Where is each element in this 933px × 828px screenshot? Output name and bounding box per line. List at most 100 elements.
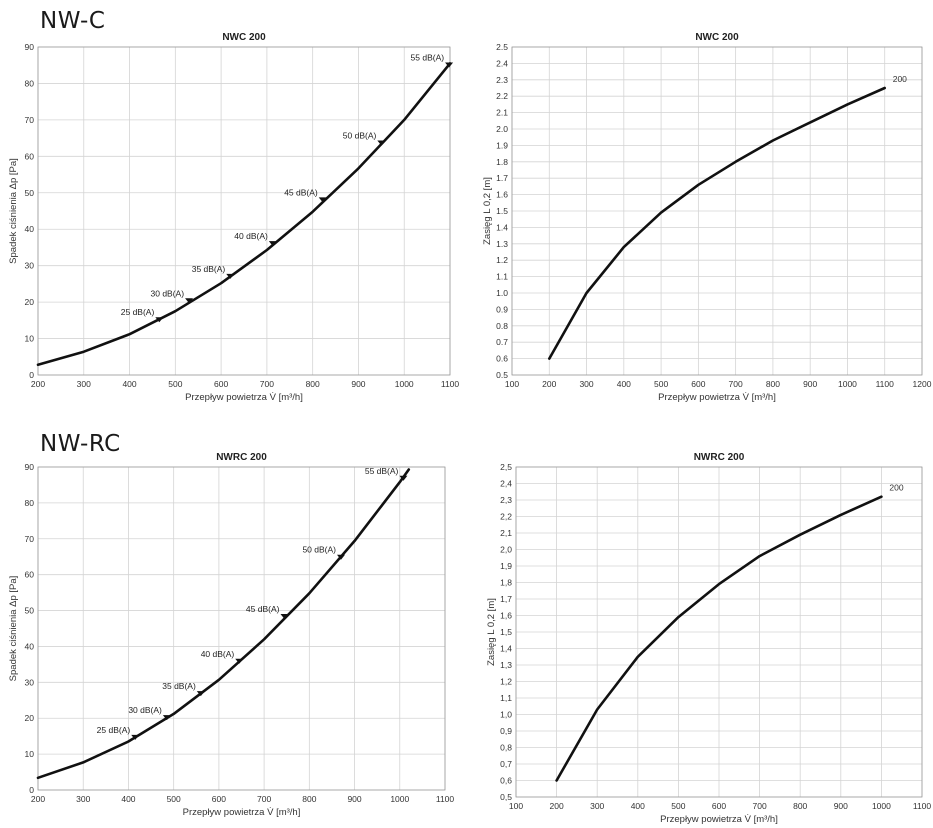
data-point — [196, 691, 205, 697]
x-tick-label: 1000 — [838, 379, 857, 389]
y-tick-label: 10 — [25, 334, 35, 344]
data-point — [185, 298, 194, 304]
y-tick-label: 2.4 — [496, 58, 508, 68]
chart-title: NWC 200 — [695, 32, 739, 43]
chart-title: NWRC 200 — [694, 452, 745, 463]
x-tick-label: 500 — [168, 379, 182, 389]
plot-frame — [515, 466, 923, 798]
x-tick-label: 300 — [590, 801, 604, 811]
data-point — [377, 140, 386, 146]
y-tick-label: 1,0 — [500, 710, 512, 720]
x-tick-label: 200 — [542, 379, 556, 389]
y-tick-label: 2.3 — [496, 75, 508, 85]
chart-3: 200 300 400 500 600 700 800 900 1000 1100 0 10 20 30 4… — [8, 452, 454, 818]
y-tick-label: 1.0 — [496, 288, 508, 298]
y-axis-label: Spadek ciśnienia Δp [Pa] — [8, 158, 19, 264]
x-tick-label: 500 — [671, 801, 685, 811]
y-tick-label: 1.9 — [496, 140, 508, 150]
x-axis-label: Przepływ powietrza V̇ [m³/h] — [185, 392, 303, 403]
y-tick-label: 60 — [25, 570, 35, 580]
data-label: 35 dB(A) — [162, 681, 196, 691]
x-tick-label: 800 — [766, 379, 780, 389]
y-tick-label: 2.5 — [496, 42, 508, 52]
y-tick-label: 0.6 — [496, 354, 508, 364]
y-tick-label: 1,9 — [500, 561, 512, 571]
x-axis-label: Przepływ powietrza V̇ [m³/h] — [183, 807, 301, 818]
section-title-nw-c: NW-C — [40, 8, 106, 34]
y-tick-label: 0.9 — [496, 304, 508, 314]
data-point — [162, 715, 171, 721]
y-tick-label: 0,7 — [500, 759, 512, 769]
y-tick-label: 2.2 — [496, 91, 508, 101]
y-tick-label: 80 — [25, 498, 35, 508]
y-axis-label: Spadek ciśnienia Δp [Pa] — [8, 576, 19, 682]
data-label: 30 dB(A) — [128, 705, 162, 715]
y-tick-label: 1,2 — [500, 677, 512, 687]
y-tick-label: 2,3 — [500, 495, 512, 505]
x-tick-label: 800 — [793, 801, 807, 811]
data-point — [226, 273, 235, 279]
x-tick-label: 600 — [691, 379, 705, 389]
y-tick-label: 20 — [25, 297, 35, 307]
y-tick-label: 1,5 — [500, 627, 512, 637]
y-tick-label: 1.3 — [496, 239, 508, 249]
y-tick-label: 2,0 — [500, 545, 512, 555]
y-tick-label: 0,5 — [500, 792, 512, 802]
series-line — [36, 62, 452, 367]
y-tick-label: 10 — [25, 749, 35, 759]
x-tick-label: 600 — [712, 801, 726, 811]
y-tick-label: 2.0 — [496, 124, 508, 134]
y-tick-label: 0.8 — [496, 321, 508, 331]
x-tick-label: 1000 — [395, 379, 414, 389]
y-tick-label: 0.5 — [496, 370, 508, 380]
data-point — [399, 475, 408, 481]
x-tick-label: 900 — [803, 379, 817, 389]
data-point — [155, 317, 164, 323]
section-title-nw-rc: NW-RC — [40, 431, 121, 457]
data-point — [445, 62, 454, 68]
data-label: 55 dB(A) — [365, 466, 399, 476]
x-tick-label: 600 — [214, 379, 228, 389]
series-line — [555, 495, 883, 782]
y-tick-label: 1.1 — [496, 272, 508, 282]
y-tick-label: 1.8 — [496, 157, 508, 167]
y-tick-label: 1.5 — [496, 206, 508, 216]
y-tick-label: 70 — [25, 534, 35, 544]
x-tick-label: 500 — [654, 379, 668, 389]
y-tick-label: 30 — [25, 261, 35, 271]
x-tick-label: 400 — [617, 379, 631, 389]
chart-1: 200 300 400 500 600 700 800 900 1000 1100 0 10 20 30 4… — [8, 32, 459, 403]
y-tick-label: 30 — [25, 677, 35, 687]
plot-frame — [511, 46, 923, 376]
chart-2: 100 200 300 400 500 600 700 800 900 1000 1100 1200 0… — [482, 32, 932, 403]
chart-title: NWC 200 — [222, 32, 266, 43]
data-label: 45 dB(A) — [246, 604, 280, 614]
x-tick-label: 400 — [121, 794, 135, 804]
x-tick-label: 200 — [31, 794, 45, 804]
x-tick-label: 100 — [505, 379, 519, 389]
x-tick-label: 700 — [753, 801, 767, 811]
x-tick-label: 1100 — [436, 794, 455, 804]
x-axis-label: Przepływ powietrza V̇ [m³/h] — [660, 814, 778, 825]
y-tick-label: 0,6 — [500, 776, 512, 786]
series-line — [36, 468, 411, 780]
y-tick-label: 20 — [25, 713, 35, 723]
x-tick-label: 1100 — [876, 379, 895, 389]
y-tick-label: 1,6 — [500, 611, 512, 621]
plot-frame — [37, 466, 446, 791]
x-tick-label: 1100 — [441, 379, 460, 389]
chart-4: 100 200 300 400 500 600 700 800 900 1000 1100 0,5 0,… — [486, 452, 931, 825]
data-label: 50 dB(A) — [343, 130, 377, 140]
data-point — [336, 554, 345, 560]
y-tick-label: 90 — [25, 42, 35, 52]
y-tick-label: 1,8 — [500, 578, 512, 588]
x-tick-label: 1200 — [913, 379, 932, 389]
x-tick-label: 800 — [306, 379, 320, 389]
x-tick-label: 300 — [76, 794, 90, 804]
x-tick-label: 800 — [302, 794, 316, 804]
x-tick-label: 700 — [257, 794, 271, 804]
series-line — [548, 86, 886, 360]
x-tick-label: 1000 — [390, 794, 409, 804]
data-label: 45 dB(A) — [284, 187, 318, 197]
